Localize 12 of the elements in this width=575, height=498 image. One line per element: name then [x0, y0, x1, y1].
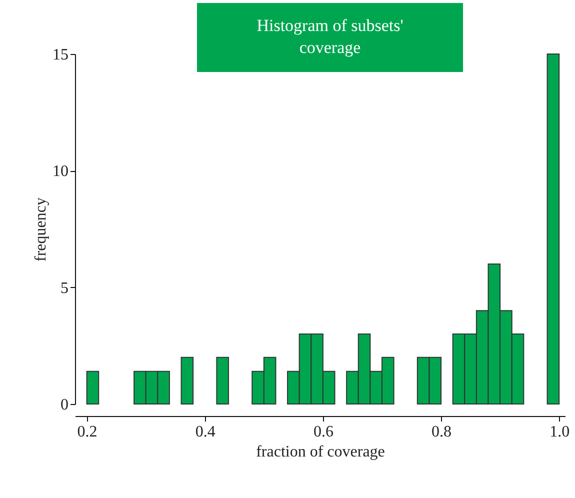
x-axis-title: fraction of coverage [256, 444, 385, 460]
y-axis-title: frequency [32, 198, 50, 262]
chart-title: Histogram of subsets' coverage [256, 16, 404, 57]
y-tick-label: 0 [60, 396, 68, 414]
x-tick-label: 0.6 [313, 424, 334, 440]
x-tick-label: 0.4 [195, 424, 216, 440]
x-tick-label: 0.2 [77, 424, 98, 440]
y-tick-label: 5 [60, 280, 68, 297]
y-tick-label: 15 [52, 46, 68, 64]
y-tick-label: 10 [52, 163, 68, 180]
x-tick-label: 0.8 [432, 424, 452, 440]
x-tick-label: 1.0 [550, 424, 570, 440]
